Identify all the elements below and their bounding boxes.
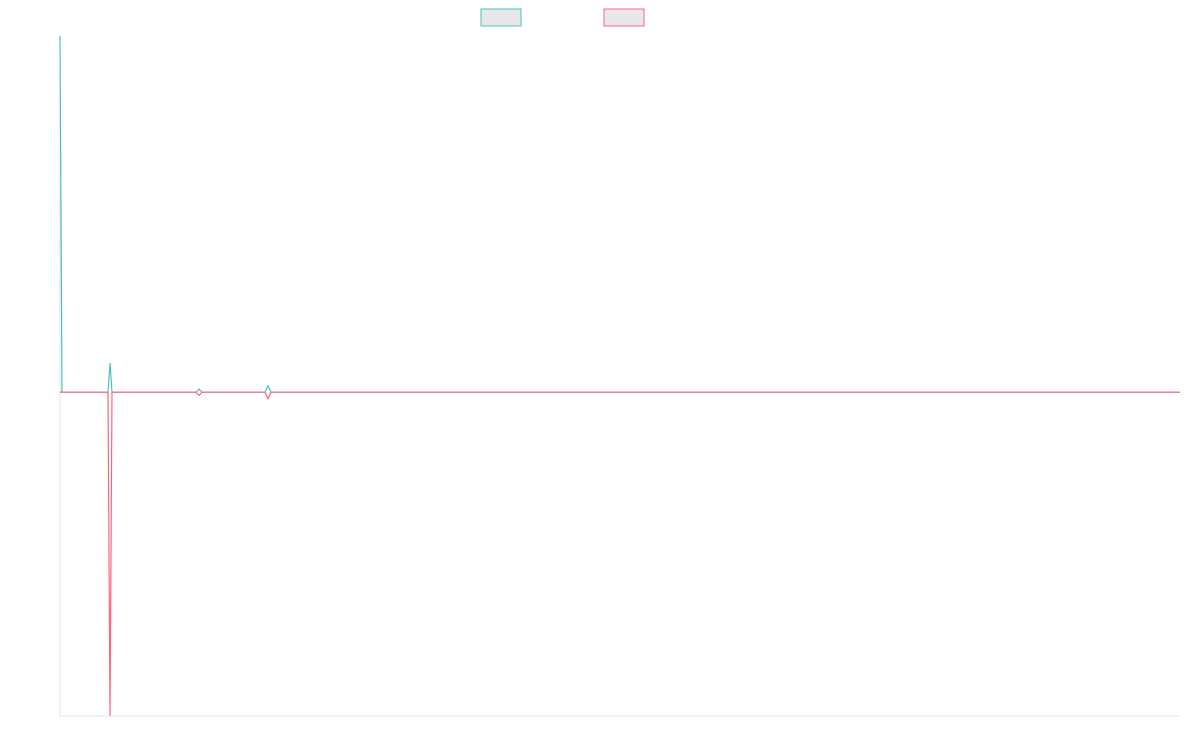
series-line	[59, 35, 1180, 393]
legend-swatch[interactable]	[603, 8, 645, 27]
series-line	[60, 391, 1180, 717]
legend-swatch[interactable]	[480, 8, 522, 27]
